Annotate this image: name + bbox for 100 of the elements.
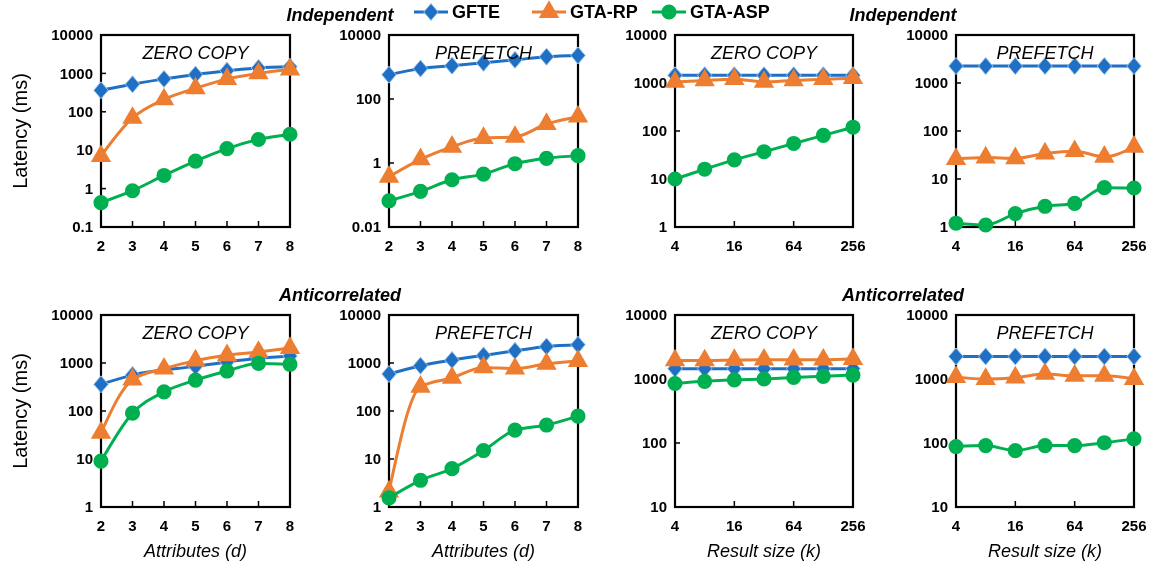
- text: Independent: [849, 5, 958, 25]
- y-tick-label: 10: [76, 141, 93, 159]
- y-tick-label: 1000: [914, 370, 948, 388]
- x-tick-label: 3: [416, 237, 425, 254]
- y-axis-title: Latency (ms): [9, 73, 31, 189]
- x-tick-label: 64: [1066, 517, 1084, 534]
- y-tick-label: 0.1: [72, 218, 93, 236]
- x-axis-title: Attributes (d): [142, 541, 248, 561]
- x-tick-label: 7: [542, 517, 551, 534]
- legend-label: GTA-RP: [570, 2, 638, 23]
- y-tick-label: 10000: [906, 306, 948, 324]
- x-axis-title: Attributes (d): [430, 541, 536, 561]
- x-tick-label: 8: [573, 517, 583, 534]
- y-tick-label: 1: [84, 498, 93, 516]
- x-tick-label: 2: [384, 517, 394, 534]
- annotation: PREFETCH: [434, 323, 533, 343]
- y-tick-label: 10: [650, 170, 667, 188]
- y-tick-label: 10000: [625, 26, 667, 44]
- x-tick-label: 256: [840, 517, 866, 534]
- x-tick-label: 4: [159, 517, 169, 534]
- x-tick-label: 7: [254, 517, 263, 534]
- y-tick-label: 100: [922, 434, 948, 452]
- x-tick-label: 4: [447, 237, 457, 254]
- x-tick-label: 8: [285, 237, 295, 254]
- y-tick-label: 100: [922, 122, 948, 140]
- x-tick-label: 2: [96, 517, 106, 534]
- y-tick-label: 100: [67, 103, 93, 121]
- y-tick-label: 10: [76, 450, 93, 468]
- y-tick-label: 10000: [625, 306, 667, 324]
- y-tick-label: 1000: [914, 74, 948, 92]
- x-axis-title: Result size (k): [987, 541, 1103, 561]
- x-tick-label: 4: [447, 517, 457, 534]
- x-tick-label: 8: [285, 517, 295, 534]
- x-tick-label: 8: [573, 237, 583, 254]
- y-tick-label: 100: [355, 90, 381, 108]
- y-tick-label: 10000: [339, 306, 381, 324]
- y-tick-label: 10: [931, 170, 948, 188]
- x-tick-label: 4: [159, 237, 169, 254]
- y-tick-label: 10000: [51, 26, 93, 44]
- x-tick-label: 3: [128, 237, 137, 254]
- x-tick-label: 5: [191, 237, 200, 254]
- y-tick-label: 10: [364, 450, 381, 468]
- x-tick-label: 64: [785, 517, 803, 534]
- x-tick-label: 2: [96, 237, 106, 254]
- x-tick-label: 256: [1121, 237, 1147, 254]
- annotation: ZERO COPY: [709, 323, 819, 343]
- y-tick-label: 1000: [347, 354, 381, 372]
- y-tick-label: 1000: [633, 74, 667, 92]
- x-tick-label: 16: [725, 517, 743, 534]
- legend-label: GTA-ASP: [690, 2, 770, 23]
- text: Independent: [286, 5, 395, 25]
- y-tick-label: 100: [355, 402, 381, 420]
- y-tick-label: 100: [641, 434, 667, 452]
- x-tick-label: 5: [479, 237, 488, 254]
- x-tick-label: 64: [1066, 237, 1084, 254]
- x-tick-label: 2: [384, 237, 394, 254]
- x-tick-label: 3: [128, 517, 137, 534]
- annotation: ZERO COPY: [709, 43, 819, 63]
- annotation: PREFETCH: [434, 43, 533, 63]
- annotation: ZERO COPY: [141, 323, 251, 343]
- y-axis-title: Latency (ms): [9, 353, 31, 469]
- y-tick-label: 10: [650, 498, 667, 516]
- x-tick-label: 4: [670, 237, 680, 254]
- text: Anticorrelated: [840, 285, 966, 305]
- y-tick-label: 1: [84, 179, 93, 197]
- x-tick-label: 256: [1121, 517, 1147, 534]
- x-tick-label: 5: [191, 517, 200, 534]
- x-tick-label: 64: [785, 237, 803, 254]
- x-tick-label: 4: [670, 517, 680, 534]
- y-tick-label: 1: [658, 218, 667, 236]
- y-tick-label: 10000: [906, 26, 948, 44]
- y-tick-label: 10000: [51, 306, 93, 324]
- x-tick-label: 16: [1006, 517, 1024, 534]
- y-tick-label: 1000: [59, 354, 93, 372]
- x-tick-label: 7: [542, 237, 551, 254]
- text: Anticorrelated: [277, 285, 403, 305]
- y-tick-label: 1000: [59, 64, 93, 82]
- x-tick-label: 7: [254, 237, 263, 254]
- y-tick-label: 0.01: [351, 218, 381, 236]
- x-tick-label: 5: [479, 517, 488, 534]
- annotation: PREFETCH: [996, 43, 1095, 63]
- x-tick-label: 6: [222, 517, 232, 534]
- x-tick-label: 16: [1006, 237, 1024, 254]
- x-tick-label: 256: [840, 237, 866, 254]
- x-tick-label: 3: [416, 517, 425, 534]
- y-tick-label: 1000: [633, 370, 667, 388]
- x-axis-title: Result size (k): [706, 541, 822, 561]
- y-tick-label: 10000: [339, 26, 381, 44]
- y-tick-label: 100: [67, 402, 93, 420]
- x-tick-label: 6: [510, 237, 520, 254]
- y-tick-label: 10: [931, 498, 948, 516]
- x-tick-label: 16: [725, 237, 743, 254]
- y-tick-label: 1: [372, 498, 381, 516]
- x-tick-label: 6: [222, 237, 232, 254]
- y-tick-label: 1: [939, 218, 948, 236]
- annotation: ZERO COPY: [141, 43, 251, 63]
- x-tick-label: 4: [951, 237, 961, 254]
- x-tick-label: 6: [510, 517, 520, 534]
- y-tick-label: 100: [641, 122, 667, 140]
- annotation: PREFETCH: [996, 323, 1095, 343]
